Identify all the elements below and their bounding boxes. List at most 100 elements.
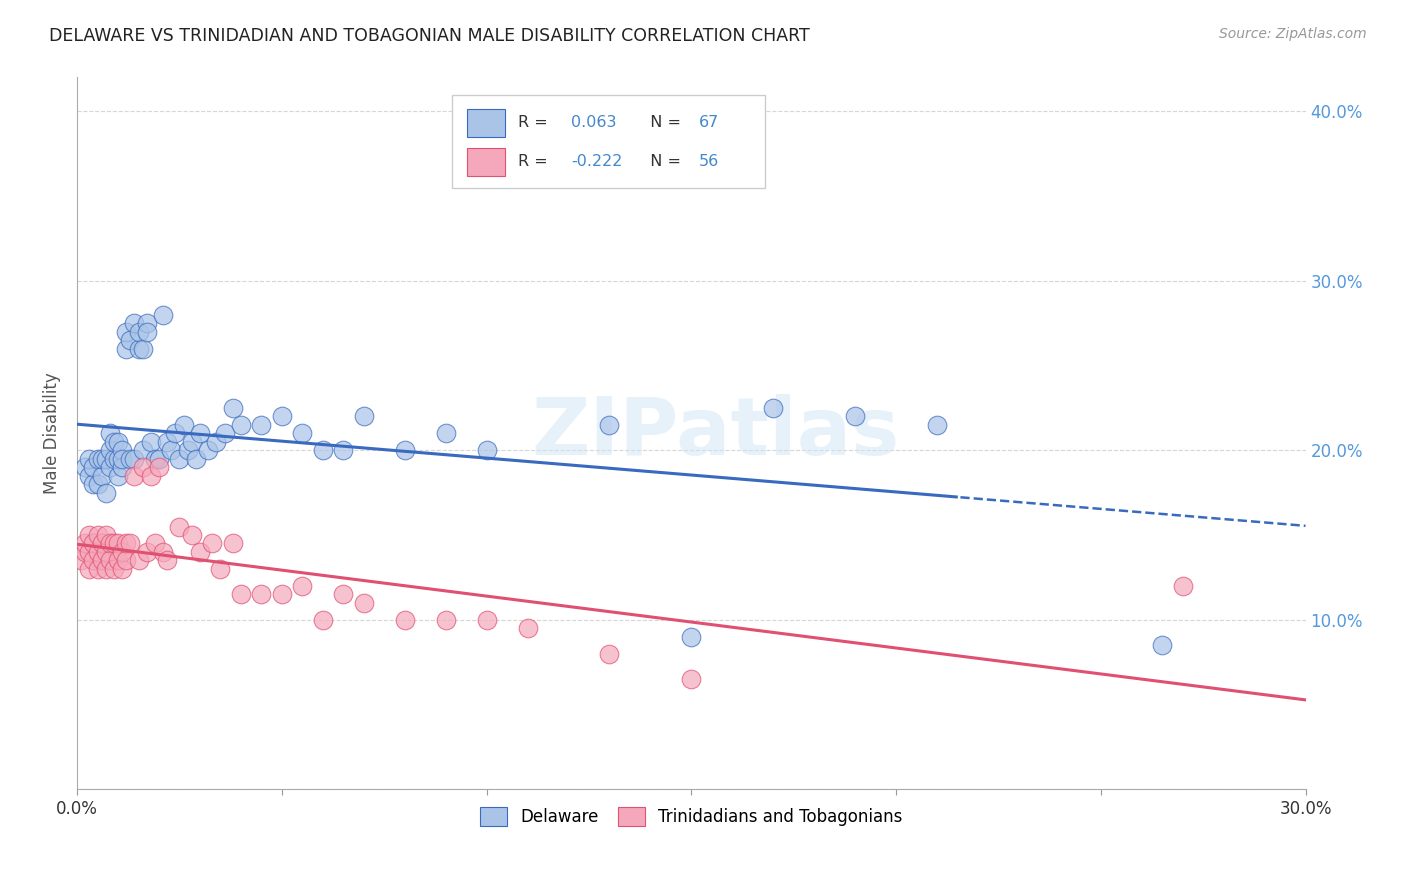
Point — [128, 553, 150, 567]
Point — [98, 536, 121, 550]
Point — [291, 426, 314, 441]
Point — [86, 562, 108, 576]
Point — [180, 434, 202, 449]
Point — [90, 536, 112, 550]
Point — [1152, 638, 1174, 652]
Point — [188, 426, 211, 441]
Point — [111, 460, 134, 475]
Point — [111, 562, 134, 576]
Point — [221, 401, 243, 415]
Point — [82, 536, 104, 550]
Point — [107, 434, 129, 449]
Point — [90, 451, 112, 466]
Point — [270, 587, 292, 601]
Point — [197, 443, 219, 458]
Point — [79, 562, 101, 576]
Point — [143, 451, 166, 466]
Point — [128, 342, 150, 356]
Point — [148, 460, 170, 475]
Point — [115, 536, 138, 550]
Point — [120, 333, 142, 347]
Point — [94, 528, 117, 542]
Point — [107, 553, 129, 567]
Point — [205, 434, 228, 449]
Point — [152, 545, 174, 559]
Point — [98, 460, 121, 475]
Point — [250, 587, 273, 601]
Point — [214, 426, 236, 441]
Text: Source: ZipAtlas.com: Source: ZipAtlas.com — [1219, 27, 1367, 41]
Text: ZIPatlas: ZIPatlas — [531, 394, 900, 473]
Point — [94, 485, 117, 500]
Point — [107, 451, 129, 466]
Point — [135, 545, 157, 559]
Point — [103, 536, 125, 550]
Point — [762, 401, 785, 415]
Point — [598, 647, 620, 661]
Point — [143, 536, 166, 550]
Point — [98, 426, 121, 441]
Point — [332, 587, 354, 601]
Point — [82, 460, 104, 475]
Point — [90, 553, 112, 567]
Point — [128, 325, 150, 339]
Point — [184, 451, 207, 466]
Point — [131, 460, 153, 475]
Point — [156, 434, 179, 449]
Point — [82, 553, 104, 567]
Point — [103, 562, 125, 576]
Point — [353, 596, 375, 610]
Point — [120, 451, 142, 466]
Point — [98, 553, 121, 567]
Point — [156, 553, 179, 567]
Point — [229, 417, 252, 432]
Point — [394, 613, 416, 627]
Point — [209, 562, 232, 576]
Point — [120, 536, 142, 550]
Y-axis label: Male Disability: Male Disability — [44, 373, 60, 494]
Legend: Delaware, Trinidadians and Tobagonians: Delaware, Trinidadians and Tobagonians — [471, 798, 911, 834]
Point — [124, 316, 146, 330]
Point — [115, 325, 138, 339]
Point — [79, 528, 101, 542]
Point — [394, 443, 416, 458]
Point — [111, 443, 134, 458]
Point — [148, 451, 170, 466]
Point — [70, 553, 93, 567]
Point — [111, 545, 134, 559]
Point — [925, 417, 948, 432]
Point — [94, 451, 117, 466]
Point — [250, 417, 273, 432]
Point — [188, 545, 211, 559]
Point — [103, 451, 125, 466]
Point — [75, 460, 97, 475]
Point — [131, 443, 153, 458]
Point — [176, 443, 198, 458]
Point — [152, 308, 174, 322]
Point — [131, 342, 153, 356]
Point — [844, 409, 866, 424]
Point — [79, 468, 101, 483]
Point — [160, 443, 183, 458]
Point — [107, 468, 129, 483]
Point — [82, 477, 104, 491]
Point — [434, 613, 457, 627]
Point — [229, 587, 252, 601]
Point — [115, 553, 138, 567]
Point — [180, 528, 202, 542]
Point — [291, 579, 314, 593]
Point — [135, 316, 157, 330]
Point — [221, 536, 243, 550]
Point — [173, 417, 195, 432]
Point — [94, 545, 117, 559]
Point — [75, 545, 97, 559]
Point — [79, 451, 101, 466]
Point — [115, 342, 138, 356]
Point — [86, 528, 108, 542]
Point — [169, 451, 191, 466]
Point — [312, 613, 335, 627]
Point — [79, 545, 101, 559]
Point — [86, 545, 108, 559]
Point — [434, 426, 457, 441]
Point — [124, 451, 146, 466]
